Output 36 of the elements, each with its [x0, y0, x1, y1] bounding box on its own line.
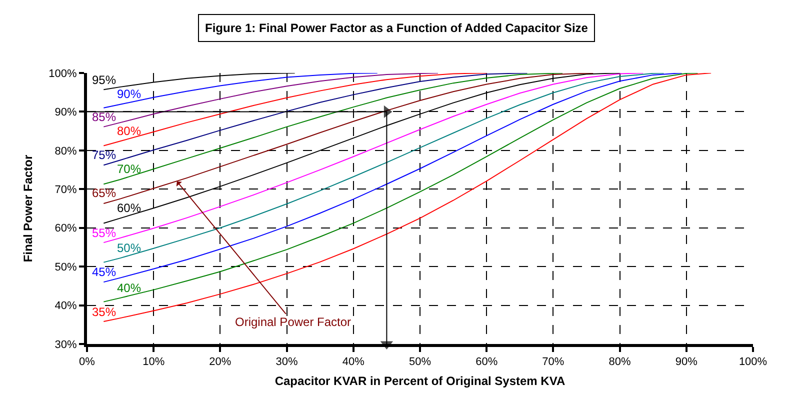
y-tick-label: 80% [54, 145, 78, 158]
series-label: 65% [92, 186, 116, 200]
series-label: 75% [92, 148, 116, 162]
series-label: 95% [92, 73, 116, 87]
x-tick-label: 90% [675, 356, 698, 368]
x-tick-label: 100% [738, 356, 768, 368]
x-tick-label: 70% [542, 356, 564, 368]
x-tick-label: 50% [408, 356, 432, 368]
series-label: 40% [117, 281, 142, 295]
y-tick-label: 70% [54, 184, 78, 196]
x-tick-label: 0% [79, 356, 96, 368]
y-tick-label: 60% [54, 222, 78, 235]
series-label: 35% [92, 305, 116, 319]
y-tick-label: 100% [48, 68, 78, 80]
series-label: 85% [92, 110, 116, 124]
x-tick-label: 60% [476, 356, 498, 368]
x-tick-label: 80% [608, 356, 632, 368]
y-tick-label: 90% [54, 106, 78, 119]
y-tick-label: 50% [54, 261, 78, 274]
series-label: 45% [92, 265, 116, 279]
annotation: Original Power Factor [235, 315, 352, 329]
chart-title: Figure 1: Final Power Factor as a Function of Added Capacitor Size [205, 21, 588, 35]
y-tick-label: 30% [54, 338, 78, 351]
x-axis-title: Capacitor KVAR in Percent of Original System KVA [274, 374, 566, 388]
series-label: 70% [117, 162, 142, 176]
series-label: 50% [117, 241, 142, 255]
series-label: 55% [92, 226, 116, 240]
x-tick-label: 20% [209, 356, 232, 368]
series-label: 80% [117, 124, 142, 138]
y-tick-label: 40% [54, 300, 78, 312]
x-tick-label: 10% [142, 356, 165, 368]
series-label: 60% [117, 201, 142, 215]
x-tick-label: 40% [342, 356, 365, 368]
series-label: 90% [117, 87, 142, 101]
y-axis-title: Final Power Factor [20, 154, 35, 262]
x-tick-label: 30% [276, 356, 298, 368]
